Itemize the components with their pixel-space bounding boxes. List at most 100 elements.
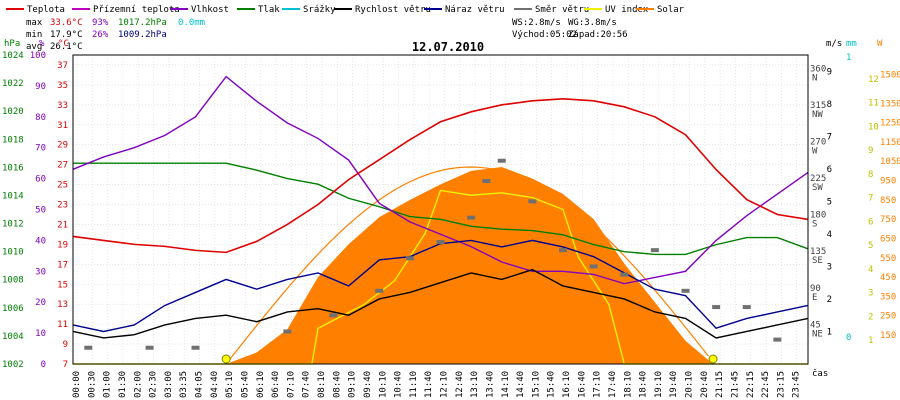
x-tick-label: 22:15 [746,371,756,398]
y-tick-temperature: 29 [57,141,68,151]
x-tick-label: 03:00 [164,371,174,398]
y-tick-temperature: 25 [57,181,68,191]
x-tick-label: 09:10 [348,371,358,398]
y-tick-uv: 4 [868,265,873,275]
y-tick-solar: 1050 [880,157,900,167]
y-tick-solar: 250 [880,312,896,322]
x-tick-label: 23:45 [792,371,802,398]
x-tick-label: 20:40 [700,371,710,398]
y-tick-direction: 180 [810,211,826,221]
y-tick-uv: 12 [868,75,879,85]
y-tick-humidity: 60 [35,175,46,185]
y-tick-humidity: 80 [35,113,46,123]
y-tick-uv: 8 [868,170,873,180]
x-tick-label: 00:30 [87,371,97,398]
stats-block: max 33.6°C 93% 1017.2hPa 0.0mm min 17.9°… [26,18,628,52]
y-tick-wind-speed: 8 [827,100,832,110]
x-tick-label: 11:40 [424,371,434,398]
y-tick-temperature: 23 [57,201,68,211]
y-tick-temperature: 37 [57,61,68,71]
stat-min-temp: 17.9°C [50,30,83,40]
x-tick-label: 06:40 [271,371,281,398]
y-tick-direction: 135 [810,247,826,257]
y-tick-temperature: 15 [57,280,68,290]
x-tick-label: 19:10 [654,371,664,398]
wind-direction-mark [528,199,537,204]
x-tick-label: 03:35 [179,371,189,398]
stat-sunrise: Východ:05:02 [512,30,577,40]
y-tick-pressure: 1006 [2,304,24,314]
y-tick-temperature: 11 [57,320,68,330]
y-tick-wind-speed: 5 [827,197,832,207]
y-tick-humidity: 40 [35,236,46,246]
x-tick-label: 13:40 [485,371,495,398]
legend-label: Tlak [258,5,280,15]
y-tick-wind-speed: 7 [827,132,832,142]
stat-max-label: max [26,18,43,28]
wind-direction-mark [589,264,598,269]
axes: 1024102210201018101610141012101010081006… [2,39,900,398]
series-line [73,162,809,256]
series-line [73,189,808,365]
y-tick-humidity: 10 [35,329,46,339]
stat-min-label: min [26,30,42,40]
y-tick-rain: 0 [846,333,851,343]
y-tick-solar: 150 [880,331,896,341]
y-tick-wind-speed: 1 [827,327,832,337]
y-tick-solar: 1350 [880,99,900,109]
y-tick-solar: 850 [880,196,896,206]
x-tick-label: 21:45 [730,371,740,398]
series-line [72,98,809,254]
y-tick-direction-label: SW [812,183,823,193]
x-tick-label: 14:40 [516,371,526,398]
sun-marker [221,354,231,364]
y-tick-wind-speed: 3 [827,262,832,272]
stat-rain: 0.0mm [178,18,205,28]
y-tick-solar: 350 [880,292,896,302]
x-tick-label: 04:40 [210,371,220,398]
y-tick-uv: 3 [868,289,873,299]
x-tick-label: 09:40 [363,371,373,398]
wind-direction-mark [191,345,200,350]
x-tick-label: 05:10 [225,371,235,398]
x-tick-label: 05:40 [240,371,250,398]
series-line [72,75,809,285]
y-tick-direction: 360 [810,64,826,74]
legend-label: Solar [657,5,685,15]
x-tick-label: 01:00 [103,371,113,398]
stat-sunset: Západ:20:56 [568,30,628,40]
axis-unit-wind-speed: m/s [826,39,842,49]
y-tick-direction-label: S [812,220,817,230]
y-tick-direction-label: W [812,146,818,156]
y-tick-temperature: 21 [57,220,68,230]
legend-label: Přízemní teplota [93,5,180,15]
y-tick-uv: 2 [868,312,873,322]
plot-frame [72,54,809,365]
y-tick-direction: 270 [810,137,826,147]
chart-legend: Teplota Přízemní teplota Vlhkost Tlak Srážky… [6,5,685,15]
y-tick-direction-label: NW [812,110,823,120]
legend-label: Teplota [27,5,65,15]
y-tick-humidity: 90 [35,82,46,92]
y-tick-uv: 7 [868,194,873,204]
sun-marker [708,354,718,364]
y-tick-humidity: 100 [30,51,46,61]
series-line [72,268,809,339]
wind-direction-mark [467,215,476,220]
y-tick-solar: 1500 [880,70,900,80]
y-tick-pressure: 1020 [2,107,24,117]
y-tick-temperature: 17 [57,260,68,270]
legend-label: Vlhkost [191,5,229,15]
wind-direction-mark [84,345,93,350]
x-tick-label: 12:40 [455,371,465,398]
wind-direction-mark [497,158,506,163]
y-tick-uv: 6 [868,217,873,227]
y-tick-direction-label: SE [812,256,823,266]
x-tick-label: 01:30 [118,371,128,398]
axis-unit-humidity: % [39,39,45,49]
x-tick-label: 21:15 [715,371,725,398]
y-tick-pressure: 1024 [2,51,24,61]
y-tick-direction: 225 [810,174,826,184]
y-tick-temperature: 13 [57,300,68,310]
y-tick-pressure: 1004 [2,332,24,342]
